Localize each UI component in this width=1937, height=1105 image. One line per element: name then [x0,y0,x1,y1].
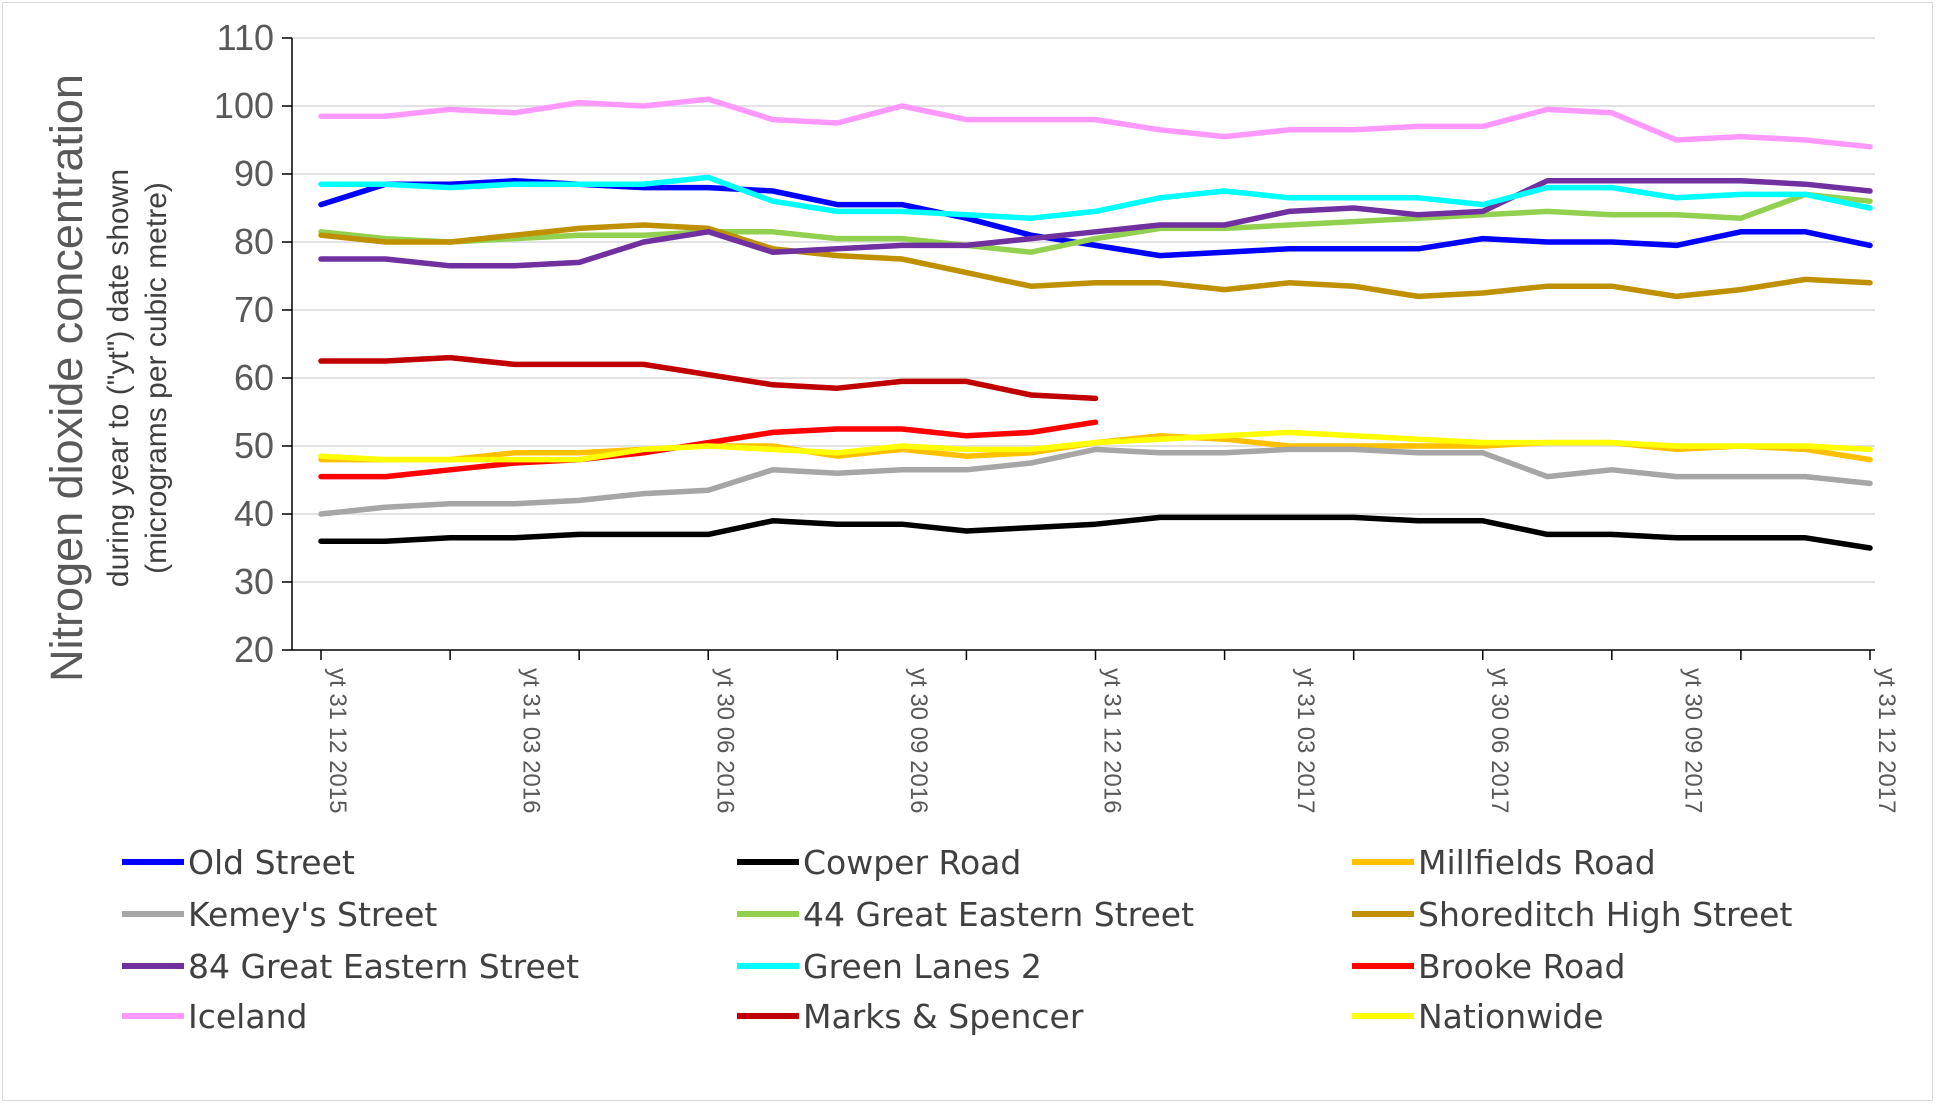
x-tick-label: yt 30 09 2016 [905,668,932,813]
y-axis-subtitle-2: (micrograms per cubic metre) [140,182,173,574]
series-lines [318,96,1873,551]
series-line-marks-spencer [318,354,1099,402]
x-tick-label: yt 30 09 2017 [1679,668,1706,813]
series-line-green-lanes-2 [318,174,1873,221]
y-tick-label: 90 [234,153,274,194]
series-line-shoreditch-high-street [318,222,1873,300]
y-tick-label: 80 [234,221,274,262]
x-tick-label: yt 31 03 2017 [1292,668,1319,813]
x-tick-label: yt 31 12 2017 [1873,668,1900,813]
x-tick-label: yt 31 12 2016 [1099,668,1126,813]
y-tick-label: 70 [234,289,274,330]
y-tick-label: 50 [234,425,274,466]
series-line-44-great-eastern-street [318,191,1873,255]
x-tick-label: yt 31 12 2015 [324,668,351,813]
x-tick-label: yt 30 06 2016 [711,668,738,813]
y-tick-label: 110 [217,17,274,58]
series-line-84-great-eastern-street [318,178,1873,269]
series-line-nationwide [318,429,1873,463]
tick-labels: 20 30 40 50 60 70 80 90 100 110 yt 31 12 2015 yt 31… [214,17,1900,813]
x-tick-label: yt 31 03 2016 [518,668,545,813]
y-tick-label: 40 [234,493,274,534]
y-tick-label: 100 [214,85,274,126]
y-tick-label: 60 [234,357,274,398]
series-line-brooke-road [318,419,1099,480]
series-line-cowper-road [318,514,1873,551]
series-line-kemey-s-street [318,446,1873,517]
y-axis-title: Nitrogen dioxide concentration [41,74,92,682]
y-tick-label: 20 [234,629,274,670]
series-line-iceland [318,96,1873,150]
y-axis-subtitle-1: during year to ("yt") date shown [102,169,135,587]
x-tick-label: yt 30 06 2017 [1486,668,1513,813]
y-tick-label: 30 [234,561,274,602]
axes [282,37,1875,660]
